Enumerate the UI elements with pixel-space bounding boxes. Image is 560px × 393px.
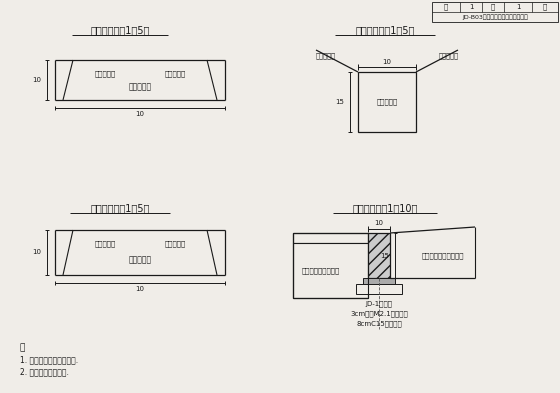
Text: 1: 1 — [469, 4, 473, 10]
Text: 机械磨切面: 机械磨切面 — [165, 241, 185, 247]
Text: 机械磨切面: 机械磨切面 — [95, 71, 115, 77]
Text: 10: 10 — [136, 111, 144, 117]
Text: 机械磨切面: 机械磨切面 — [128, 83, 152, 92]
Text: 8cmC15灰土垫层: 8cmC15灰土垫层 — [356, 321, 402, 327]
Text: 边石立面图（1：5）: 边石立面图（1：5） — [90, 25, 150, 35]
Text: 15: 15 — [335, 99, 344, 105]
Text: 路区车辆交通道路结构: 路区车辆交通道路结构 — [421, 252, 464, 259]
Text: 机械磨切面: 机械磨切面 — [165, 71, 185, 77]
Text: 1. 本图尺寸单位均为厘米.: 1. 本图尺寸单位均为厘米. — [20, 356, 78, 364]
Bar — [293, 243, 368, 298]
Text: JD-B03型边石构造及安装节点详图: JD-B03型边石构造及安装节点详图 — [462, 14, 528, 20]
Text: 1: 1 — [516, 4, 520, 10]
Text: 10: 10 — [382, 59, 391, 65]
Text: 机械磨切面: 机械磨切面 — [128, 255, 152, 264]
Text: 边石安装图（1：10）: 边石安装图（1：10） — [352, 203, 418, 213]
Bar — [356, 284, 402, 294]
Text: 路面磨切面: 路面磨切面 — [316, 53, 336, 59]
Text: 10: 10 — [136, 286, 144, 292]
Text: 机械磨切面: 机械磨切面 — [376, 99, 398, 105]
Text: 表: 表 — [444, 4, 448, 10]
Text: 页: 页 — [491, 4, 495, 10]
Text: 注: 注 — [20, 343, 25, 353]
Bar — [432, 2, 558, 22]
Text: 机械磨切面: 机械磨切面 — [95, 241, 115, 247]
Text: 页: 页 — [543, 4, 547, 10]
Bar — [368, 233, 390, 278]
Bar — [358, 72, 416, 132]
Text: 15: 15 — [380, 252, 389, 259]
Text: 边石侧面图（1：5）: 边石侧面图（1：5） — [355, 25, 415, 35]
Text: 10: 10 — [375, 220, 384, 226]
Text: 边石平面图（1：5）: 边石平面图（1：5） — [90, 203, 150, 213]
Text: 10: 10 — [32, 77, 41, 83]
Text: JD-1型边石: JD-1型边石 — [366, 301, 393, 307]
Text: 10: 10 — [32, 250, 41, 255]
Text: 路面磨切面: 路面磨切面 — [439, 53, 459, 59]
Text: 2. 详见相关各节详图.: 2. 详见相关各节详图. — [20, 367, 69, 376]
Bar — [293, 233, 368, 243]
Text: 固区人车用道路结构: 固区人车用道路结构 — [301, 267, 339, 274]
Text: 3cm中砂M2.1水泥砂浆: 3cm中砂M2.1水泥砂浆 — [350, 311, 408, 317]
Bar — [363, 278, 395, 284]
